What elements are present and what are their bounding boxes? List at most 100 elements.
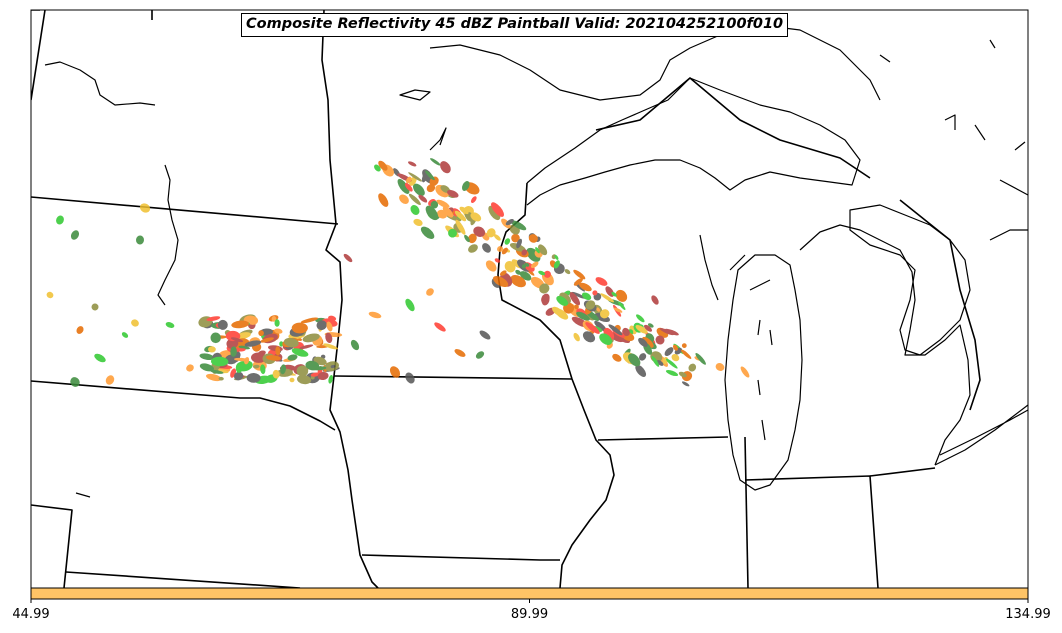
lake-michigan [724, 254, 803, 491]
green-bay [699, 234, 746, 301]
paintball-blob [596, 307, 601, 312]
paintball-blob [665, 358, 678, 369]
paintball-blob [260, 364, 266, 375]
paintball-blob [186, 364, 194, 372]
paintball-blob [418, 194, 428, 203]
paintball-blob [430, 200, 439, 209]
paintball-blob [530, 261, 539, 269]
paintball-blob [516, 238, 523, 249]
lake-superior [526, 77, 861, 206]
mi-up-border [595, 77, 871, 179]
paintball-blob [656, 360, 664, 366]
paintball-blob [425, 170, 435, 181]
paintball-blob [330, 364, 336, 369]
paintball-blob [504, 260, 516, 273]
paintball-blob [528, 234, 538, 243]
paintball-blob [251, 352, 267, 363]
paintball-blob [574, 304, 579, 310]
paintball-blob [491, 202, 504, 217]
paintball-blob [231, 320, 249, 329]
paintball-blob [554, 254, 559, 260]
paintball-blob [582, 331, 596, 343]
paintball-blob [378, 160, 388, 171]
paintball-blob [613, 307, 623, 313]
paintball-blob [296, 365, 309, 377]
paintball-blob [538, 244, 548, 256]
paintball-blob [564, 269, 571, 275]
paintball-blob [317, 371, 329, 381]
paintball-blob [470, 196, 477, 203]
paintball-blob [605, 286, 614, 297]
paintball-blob [504, 238, 511, 245]
paintball-blob [253, 364, 260, 369]
paintball-blob [599, 309, 610, 319]
paintball-blob [643, 324, 653, 332]
state-borders [31, 10, 981, 588]
paintball-blob [455, 219, 466, 235]
paintball-blob [279, 341, 284, 347]
paintball-blob [260, 337, 274, 343]
paintball-blob [468, 244, 478, 253]
paintball-blob [76, 326, 84, 334]
paintball-blob [510, 220, 527, 231]
il-in-border [744, 436, 749, 588]
paintball-blob [280, 364, 286, 375]
paintball-blob [397, 178, 410, 194]
paintball-blob [468, 233, 477, 244]
paintball-blob [475, 351, 485, 359]
paintball-blob [237, 348, 246, 352]
paintball-blob [628, 353, 641, 367]
top-borders [31, 10, 153, 20]
paintball-blob [642, 336, 654, 348]
paintball-blob [608, 324, 623, 336]
paintball-blob [235, 362, 244, 373]
paintball-blob [426, 184, 436, 193]
colorbar-tick-label-mid: 89.99 [510, 607, 549, 622]
paintball-blob [205, 373, 222, 382]
paintball-blob [454, 349, 466, 357]
paintball-blob [266, 355, 281, 361]
paintball-blob [272, 369, 280, 379]
paintball-blob [681, 349, 692, 359]
paintball-blob [454, 210, 467, 222]
paintball-blob [462, 181, 470, 191]
paintball-blob [688, 363, 697, 372]
paintball-blob [408, 193, 421, 206]
paintball-blob [105, 375, 115, 385]
paintball-blob [479, 330, 491, 340]
paintball-blob [581, 292, 592, 301]
paintball-blob [405, 372, 415, 384]
paintball-blob [715, 363, 725, 371]
paintball-blob [139, 203, 151, 213]
paintball-blob [497, 246, 504, 252]
paintball-blob [651, 356, 660, 367]
paintball-blob [206, 316, 221, 322]
in-oh-border [744, 475, 879, 588]
mi-shore-marks [749, 279, 773, 441]
sd-nebraska-border [31, 380, 336, 431]
paintball-blob [287, 354, 298, 361]
paintball-blob [430, 158, 441, 166]
paintball-blob [408, 172, 423, 182]
paintball-blob [618, 335, 631, 344]
paintball-blob [592, 290, 598, 296]
coastlines [44, 24, 1028, 498]
paintball-blob [485, 260, 497, 272]
paintball-blob [413, 218, 423, 226]
paintball-blob [326, 321, 333, 332]
paintball-blob [247, 316, 259, 325]
paintball-blob [208, 346, 216, 353]
paintball-blob [671, 353, 680, 362]
paintball-blob [539, 283, 550, 294]
paintball-blob [291, 322, 308, 334]
paintball-blob [494, 258, 501, 263]
paintball-blob [413, 183, 425, 197]
paintball-blob [635, 364, 647, 377]
paintball-blob [368, 311, 382, 319]
paintball-blob [585, 300, 596, 310]
paintball-blob [436, 199, 450, 208]
paintball-blob [493, 234, 501, 241]
paintball-blob [289, 377, 295, 383]
paintball-blob [56, 215, 64, 225]
paintball-blob [569, 292, 581, 306]
